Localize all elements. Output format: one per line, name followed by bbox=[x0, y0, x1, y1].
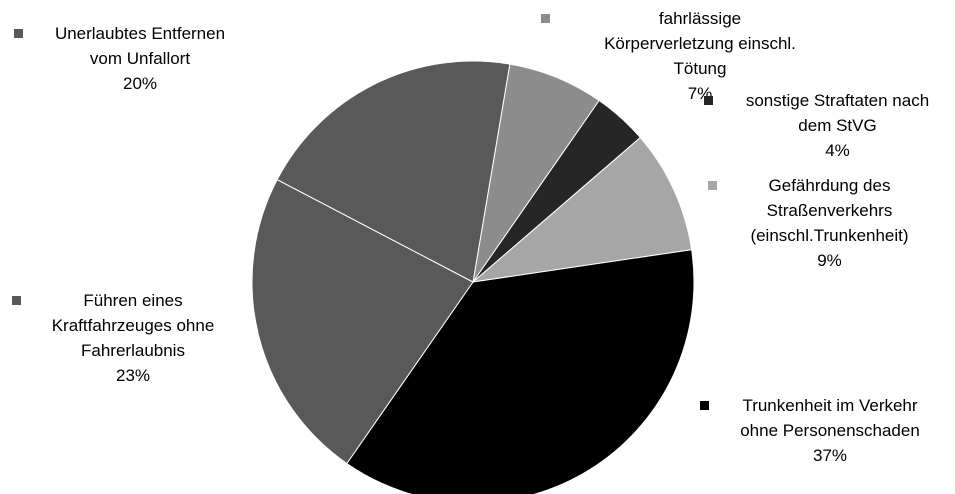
category-label: Unerlaubtes Entfernen vom Unfallort bbox=[54, 23, 226, 68]
legend-marker bbox=[13, 28, 23, 38]
category-label: Führen eines Kraftfahrzeuges ohne Fahrer… bbox=[51, 290, 215, 360]
value-label: 23% bbox=[115, 365, 151, 385]
legend-marker bbox=[11, 295, 21, 305]
category-label: fahrlässige Körperverletzung einschl. Tö… bbox=[604, 8, 796, 78]
category-label: sonstige Straftaten nach dem StVG bbox=[745, 90, 930, 135]
slice-label: fahrlässige Körperverletzung einschl. Tö… bbox=[595, 6, 805, 106]
slice-label: Führen eines Kraftfahrzeuges ohne Fahrer… bbox=[43, 288, 223, 388]
slice-label: Trunkenheit im Verkehr ohne Personenscha… bbox=[730, 393, 930, 468]
slice-label: sonstige Straftaten nach dem StVG 4% bbox=[735, 88, 940, 163]
category-label: Trunkenheit im Verkehr ohne Personenscha… bbox=[740, 395, 920, 440]
pie-slice bbox=[251, 178, 474, 465]
pie-slice bbox=[276, 60, 511, 283]
value-label: 4% bbox=[825, 140, 850, 160]
legend-marker bbox=[540, 13, 550, 23]
slice-label: Gefährdung des Straßenverkehrs (einschl.… bbox=[737, 173, 922, 273]
value-label: 9% bbox=[817, 250, 842, 270]
pie-slice bbox=[471, 136, 693, 283]
value-label: 20% bbox=[122, 73, 158, 93]
pie-slice bbox=[346, 249, 695, 494]
slice-label: Unerlaubtes Entfernen vom Unfallort 20% bbox=[40, 21, 240, 96]
legend-marker bbox=[703, 95, 713, 105]
category-label: Gefährdung des Straßenverkehrs (einschl.… bbox=[750, 175, 909, 245]
legend-marker bbox=[707, 180, 717, 190]
value-label: 37% bbox=[812, 445, 848, 465]
legend-marker bbox=[699, 400, 709, 410]
